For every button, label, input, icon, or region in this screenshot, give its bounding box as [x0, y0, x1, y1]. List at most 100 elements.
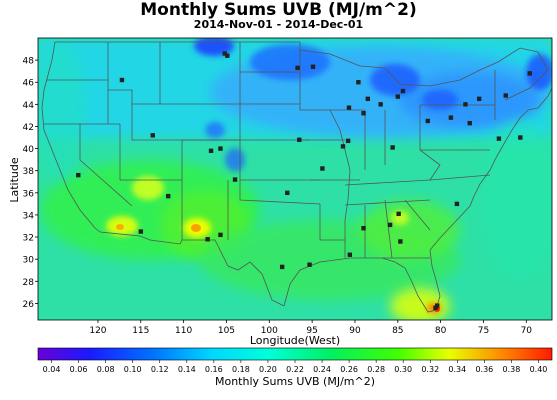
- lon-tick-label: 100: [261, 326, 278, 336]
- station-marker: [232, 177, 238, 182]
- ar-la: [319, 204, 345, 241]
- station-marker: [225, 53, 230, 58]
- station-marker: [150, 133, 155, 138]
- lat-tick-label: 30: [23, 256, 35, 266]
- colorbar-tick-label: 0.40: [530, 365, 548, 374]
- station-marker: [346, 105, 352, 110]
- northeast-blue: [400, 72, 540, 128]
- sc-yellow: [391, 211, 409, 225]
- station-marker: [527, 71, 532, 76]
- lon-tick-label: 120: [89, 326, 106, 336]
- longitude-ticks: 120 115 110 105 100 95 90 85 80 75 70: [89, 320, 532, 336]
- southeast-green: [360, 200, 460, 260]
- station-marker: [361, 226, 366, 231]
- station-marker: [395, 94, 400, 99]
- lon-tick-label: 110: [175, 326, 192, 336]
- lon-tick-label: 85: [392, 326, 403, 336]
- lon-tick-label: 75: [478, 326, 489, 336]
- colorbar-tick-label: 0.18: [232, 365, 250, 374]
- lat-tick-label: 34: [23, 211, 35, 221]
- colorbar-tick-label: 0.20: [259, 365, 277, 374]
- mn-east: [299, 50, 330, 111]
- state-boundaries: [41, 41, 552, 313]
- station-marker: [218, 146, 223, 151]
- y-axis-label: Latitude: [8, 157, 21, 203]
- ky-tn: [344, 179, 431, 186]
- colorbar-tick-label: 0.24: [313, 365, 331, 374]
- nm-orange: [191, 224, 201, 232]
- colorbar-tick-label: 0.28: [367, 365, 385, 374]
- station-marker: [285, 190, 290, 196]
- lat-tick-label: 40: [23, 145, 35, 155]
- station-marker: [387, 222, 393, 228]
- map-subtitle: 2014-Nov-01 - 2014-Dec-01: [193, 18, 364, 31]
- station-marker: [454, 201, 460, 207]
- lat-tick-label: 42: [23, 123, 34, 133]
- station-marker: [340, 144, 346, 149]
- station-marker: [208, 148, 214, 153]
- station-marker: [378, 102, 383, 107]
- station-marker: [166, 193, 171, 199]
- station-marker: [476, 96, 482, 102]
- michigan-blue: [370, 64, 420, 96]
- lat-tick-label: 36: [23, 189, 35, 199]
- atlantic-cyan: [480, 120, 552, 280]
- uvb-heat-field: [38, 38, 552, 320]
- station-marker: [279, 264, 285, 270]
- wv: [419, 149, 441, 181]
- colorbar-tick-label: 0.32: [421, 365, 439, 374]
- lon-tick-label: 115: [132, 326, 149, 336]
- colorbar-label: Monthly Sums UVB (MJ/m^2): [215, 375, 375, 388]
- colorbar-tick-label: 0.26: [340, 365, 358, 374]
- colorbar-tick-label: 0.30: [394, 365, 412, 374]
- ny-blue: [422, 90, 458, 110]
- idaho-blue: [205, 122, 225, 138]
- station-marker: [503, 93, 508, 98]
- lon-tick-label: 105: [218, 326, 235, 336]
- lon-tick-label: 95: [306, 326, 317, 336]
- colorbar-tick-label: 0.14: [178, 365, 196, 374]
- us-mexico-border: [99, 231, 285, 307]
- gulf-coast: [283, 249, 441, 313]
- ca-nv-diag: [79, 124, 133, 207]
- colorbar-tick-label: 0.38: [503, 365, 521, 374]
- lat-tick-label: 48: [23, 57, 35, 67]
- arizona-yellow: [132, 176, 164, 200]
- station-marker: [361, 111, 366, 116]
- colorbar-tick-label: 0.12: [151, 365, 169, 374]
- station-marker: [205, 237, 210, 242]
- station-marker: [138, 229, 143, 234]
- colorbar-ticks: 0.04 0.06 0.08 0.10 0.12 0.14 0.16 0.18 0.20 0.22…: [43, 360, 548, 374]
- station-marker: [365, 96, 371, 102]
- lat-tick-label: 28: [23, 278, 35, 288]
- station-marker: [320, 166, 325, 171]
- stations: [76, 51, 532, 311]
- station-marker: [390, 145, 395, 150]
- tn-south: [344, 199, 431, 206]
- station-marker: [119, 77, 125, 83]
- al-ga: [384, 199, 393, 259]
- east-coast: [429, 87, 552, 251]
- lon-tick-label: 80: [435, 326, 447, 336]
- us-canada-border: [55, 41, 549, 101]
- colorbar: [37, 347, 553, 361]
- mississippi: [329, 109, 351, 258]
- station-marker: [518, 135, 523, 140]
- ga-sc: [404, 199, 431, 231]
- station-marker: [396, 211, 401, 217]
- colorbar-tick-label: 0.08: [97, 365, 115, 374]
- station-marker: [467, 120, 472, 126]
- station-marker: [307, 262, 312, 267]
- station-marker: [400, 88, 406, 94]
- station-marker: [496, 136, 502, 141]
- station-marker: [356, 80, 361, 85]
- station-marker: [76, 172, 81, 178]
- ok-tx: [239, 180, 321, 205]
- socal-orange: [116, 224, 124, 230]
- station-marker: [218, 232, 223, 238]
- lat-tick-label: 44: [23, 101, 35, 111]
- x-axis-label: Longitude(West): [250, 334, 340, 347]
- lon-tick-label: 70: [521, 326, 533, 336]
- station-marker: [463, 102, 468, 107]
